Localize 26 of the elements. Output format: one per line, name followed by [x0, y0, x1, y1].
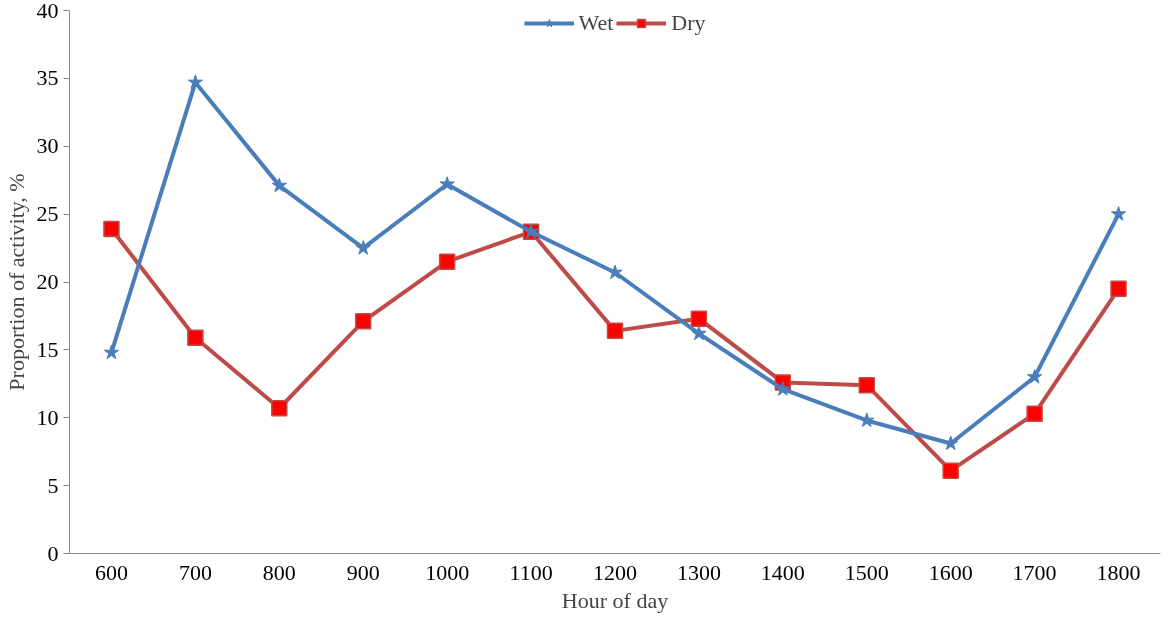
x-tick-label: 1400: [760, 559, 805, 585]
x-tick-label: 1500: [844, 559, 889, 585]
y-tick-label: 40: [36, 0, 59, 23]
x-tick-label: 1700: [1012, 559, 1057, 585]
y-tick-label: 0: [47, 540, 59, 566]
y-tick-label: 30: [36, 133, 59, 159]
x-tick-label: 900: [346, 559, 380, 585]
y-tick-label: 5: [47, 472, 59, 498]
legend-label: Wet: [578, 10, 614, 36]
x-tick-label: 800: [262, 559, 296, 585]
y-tick-label: 15: [36, 336, 59, 362]
x-axis-title: Hour of day: [561, 587, 669, 613]
y-tick-label: 10: [36, 404, 59, 430]
x-tick-label: 1200: [593, 559, 637, 585]
y-tick-label: 20: [36, 269, 59, 294]
x-tick-label: 1000: [425, 559, 470, 585]
x-tick-label: 1100: [509, 559, 553, 585]
y-axis-title: Proportion of activity, %: [3, 173, 29, 391]
x-tick-label: 1800: [1096, 559, 1141, 585]
x-tick-label: 700: [178, 559, 212, 585]
x-tick-label: 1600: [928, 559, 973, 585]
y-tick-label: 25: [36, 201, 59, 227]
x-tick-label: 1300: [676, 559, 721, 585]
y-tick-label: 35: [36, 65, 59, 91]
x-tick-label: 600: [94, 559, 128, 585]
legend-label: Dry: [671, 10, 706, 36]
